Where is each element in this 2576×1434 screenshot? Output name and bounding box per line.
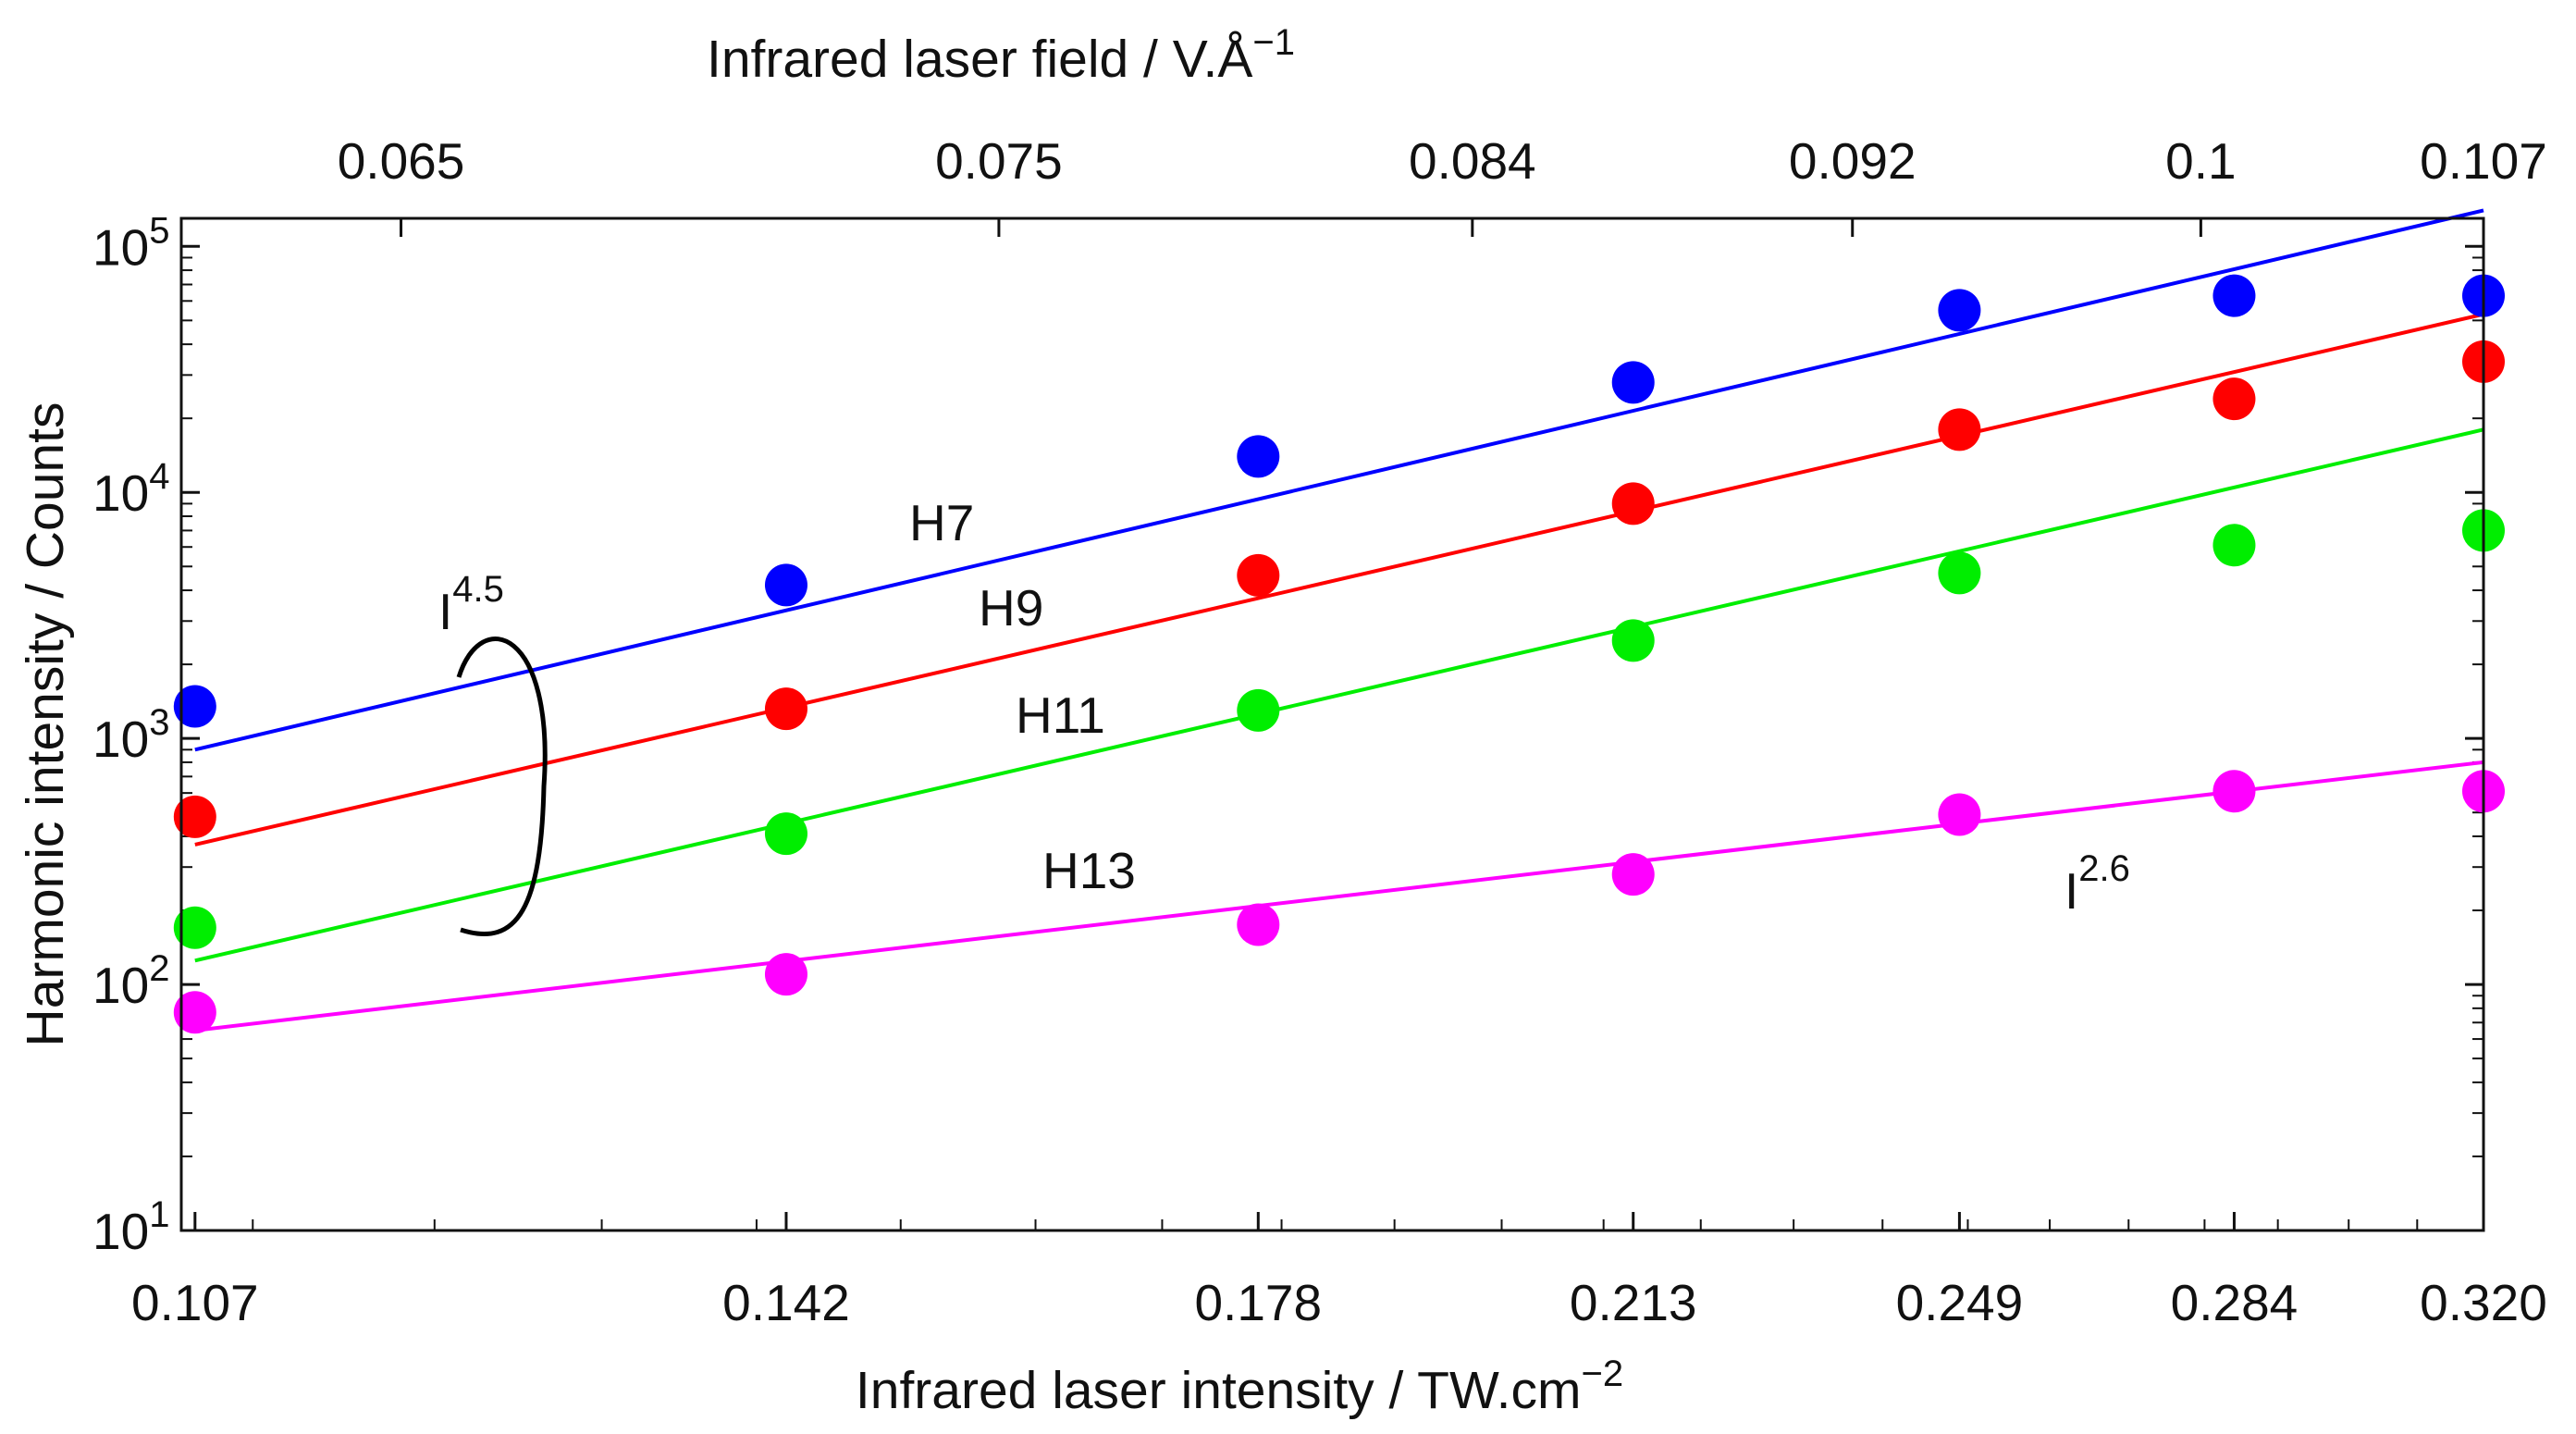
x-tick-label: 0.178 bbox=[1194, 1274, 1322, 1331]
slope-annotation-low: I2.6 bbox=[2064, 848, 2130, 920]
top-axis-title: Infrared laser field / V.Å−1 bbox=[707, 22, 1295, 89]
data-point-h7 bbox=[1611, 361, 1655, 404]
series-label-h13: H13 bbox=[1042, 842, 1136, 899]
data-point-h11 bbox=[1237, 688, 1280, 732]
x2-tick-label: 0.1 bbox=[2165, 132, 2236, 190]
top-axis-title-text: Infrared laser field / V.Å bbox=[707, 30, 1252, 89]
y-tick-label: 105 bbox=[92, 210, 169, 276]
data-point-h13 bbox=[1237, 903, 1280, 946]
data-point-h9 bbox=[1938, 408, 1981, 451]
series-label-h11: H11 bbox=[1016, 686, 1105, 744]
fit-line-h13 bbox=[194, 760, 2484, 1032]
y-tick-label: 103 bbox=[92, 702, 169, 768]
data-point-h9 bbox=[173, 795, 216, 838]
x2-tick-label: 0.107 bbox=[2420, 132, 2547, 190]
x2-tick-label: 0.065 bbox=[338, 132, 465, 190]
y-axis-title: Harmonic intensity / Counts bbox=[16, 402, 75, 1047]
slope-annotation-high: I4.5 bbox=[438, 569, 504, 640]
top-axis-title-sup: −1 bbox=[1252, 22, 1295, 63]
slope-low-exp: 2.6 bbox=[2078, 848, 2130, 889]
x-tick-label: 0.213 bbox=[1570, 1274, 1697, 1331]
bottom-axis-title-sup: −2 bbox=[1581, 1354, 1623, 1394]
data-point-h9 bbox=[1237, 553, 1280, 597]
data-point-h11 bbox=[1938, 551, 1981, 595]
data-point-h9 bbox=[1611, 482, 1655, 525]
data-point-h11 bbox=[1611, 619, 1655, 662]
x-tick-label: 0.284 bbox=[2171, 1274, 2299, 1331]
bottom-axis-title-text: Infrared laser intensity / TW.cm bbox=[856, 1361, 1582, 1420]
data-point-h7 bbox=[1237, 435, 1280, 478]
fit-line-h11 bbox=[194, 427, 2484, 963]
data-point-h11 bbox=[2212, 524, 2256, 567]
x-tick-label: 0.107 bbox=[131, 1274, 259, 1331]
y-tick-label: 101 bbox=[92, 1194, 169, 1260]
data-point-h11 bbox=[764, 812, 807, 856]
y-tick-label: 102 bbox=[92, 948, 169, 1014]
x-tick-label: 0.249 bbox=[1896, 1274, 2024, 1331]
y-tick-label: 104 bbox=[92, 456, 169, 522]
fit-lines bbox=[194, 208, 2484, 1032]
fit-line-h7 bbox=[194, 208, 2484, 752]
data-point-h7 bbox=[764, 563, 807, 607]
data-point-h7 bbox=[1938, 289, 1981, 332]
slope-high-base: I bbox=[438, 583, 452, 640]
data-point-h7 bbox=[2212, 274, 2256, 317]
x-tick-label: 0.142 bbox=[722, 1274, 850, 1331]
ticks-layer: 0.1070.1420.1780.2130.2490.2840.3200.053… bbox=[92, 132, 2547, 1331]
data-point-h9 bbox=[2212, 377, 2256, 421]
x2-tick-label: 0.075 bbox=[935, 132, 1063, 190]
x-tick-label: 0.320 bbox=[2420, 1274, 2547, 1331]
data-point-h13 bbox=[764, 953, 807, 996]
fit-line-h9 bbox=[194, 312, 2484, 847]
data-point-h11 bbox=[173, 906, 216, 949]
slope-bracket bbox=[456, 637, 548, 936]
slope-low-base: I bbox=[2064, 862, 2078, 920]
data-point-h13 bbox=[1611, 853, 1655, 896]
x2-tick-label: 0.084 bbox=[1409, 132, 1536, 190]
x2-tick-label: 0.092 bbox=[1789, 132, 1917, 190]
series-label-h7: H7 bbox=[909, 494, 974, 551]
slope-high-exp: 4.5 bbox=[452, 569, 504, 610]
data-point-h13 bbox=[2212, 770, 2256, 813]
plot-frame bbox=[179, 216, 2485, 1232]
data-point-h9 bbox=[764, 687, 807, 731]
data-point-h13 bbox=[1938, 793, 1981, 836]
series-label-h9: H9 bbox=[979, 579, 1043, 637]
data-point-h13 bbox=[173, 991, 216, 1034]
bottom-axis-title: Infrared laser intensity / TW.cm−2 bbox=[856, 1354, 1623, 1420]
data-point-h7 bbox=[173, 685, 216, 728]
